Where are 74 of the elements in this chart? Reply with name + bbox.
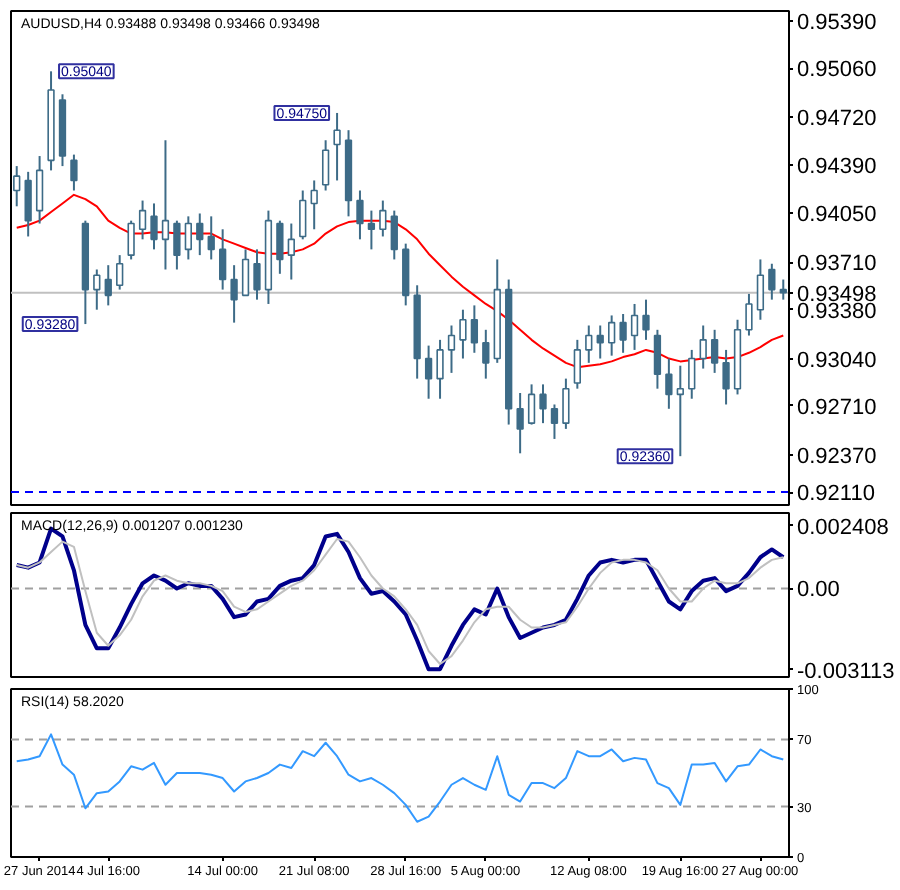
candlestick (219, 228, 227, 291)
candlestick (184, 215, 192, 261)
candlestick (116, 254, 124, 291)
candlestick (642, 298, 650, 341)
candlestick (35, 155, 44, 225)
candlestick (779, 278, 787, 301)
candlestick (13, 165, 21, 208)
candlestick (447, 324, 456, 374)
candlestick (596, 324, 604, 360)
candlestick (516, 391, 524, 455)
candlestick (630, 302, 639, 351)
candlestick (390, 209, 398, 261)
candlestick (310, 179, 318, 231)
y-tick-label: 0.94720 (797, 107, 877, 132)
candlestick (676, 364, 684, 458)
y-tick-label: 0.95060 (797, 58, 877, 83)
candlestick (527, 383, 536, 426)
candlestick (161, 139, 170, 271)
candlestick (333, 111, 341, 182)
candlestick (459, 308, 467, 360)
candlestick (539, 383, 547, 425)
candlestick (573, 338, 581, 390)
candlestick (756, 258, 765, 321)
candlestick (356, 189, 364, 241)
candlestick (550, 403, 559, 440)
candlestick (93, 268, 101, 311)
y-tick-label: 0.93040 (797, 348, 877, 373)
y-tick-label: 0.00 (797, 578, 840, 603)
candlestick (619, 313, 627, 354)
y-tick-label: 0.92110 (797, 482, 875, 507)
candlestick (367, 209, 376, 251)
candlestick (24, 170, 32, 238)
candlestick (241, 248, 250, 297)
candlestick (562, 377, 570, 430)
candlestick (665, 357, 673, 410)
candlestick (768, 262, 776, 301)
candlestick (150, 202, 158, 251)
candlestick (653, 328, 662, 390)
y-tick-label: 0.93710 (797, 252, 877, 277)
y-tick-label: 0.002408 (797, 515, 889, 540)
candlestick (379, 199, 387, 238)
candlestick (173, 219, 181, 271)
candlestick (608, 314, 616, 357)
y-tick-label: 0.93380 (797, 299, 877, 324)
y-tick-label: 0.94050 (797, 203, 877, 228)
candlestick (722, 348, 730, 406)
candlestick (299, 189, 307, 241)
candlestick (745, 292, 753, 337)
candlestick (688, 348, 696, 400)
candlestick (470, 304, 479, 354)
candlestick (196, 212, 204, 257)
candlestick (699, 324, 707, 370)
candlestick (276, 219, 284, 275)
candlestick (127, 219, 135, 261)
candlestick (70, 153, 78, 192)
candlestick (424, 344, 433, 400)
candlestick (710, 328, 719, 374)
candlestick (402, 242, 410, 307)
candlestick (436, 338, 444, 400)
y-tick-label: 0.95390 (797, 11, 877, 36)
candlestick (482, 328, 490, 380)
line-series (15, 733, 785, 823)
candlestick (138, 199, 147, 241)
candlestick (207, 215, 215, 261)
y-tick-label: -0.003113 (797, 659, 895, 684)
candlestick (585, 324, 593, 364)
candlestick (287, 222, 295, 281)
y-tick-label: 0.92370 (797, 444, 877, 469)
y-tick-label: 0.92710 (797, 395, 877, 420)
candlestick (230, 264, 238, 324)
y-tick-label: 0.94390 (797, 154, 877, 179)
candlestick (253, 248, 261, 301)
candlestick (321, 139, 330, 192)
candlestick (104, 264, 112, 307)
